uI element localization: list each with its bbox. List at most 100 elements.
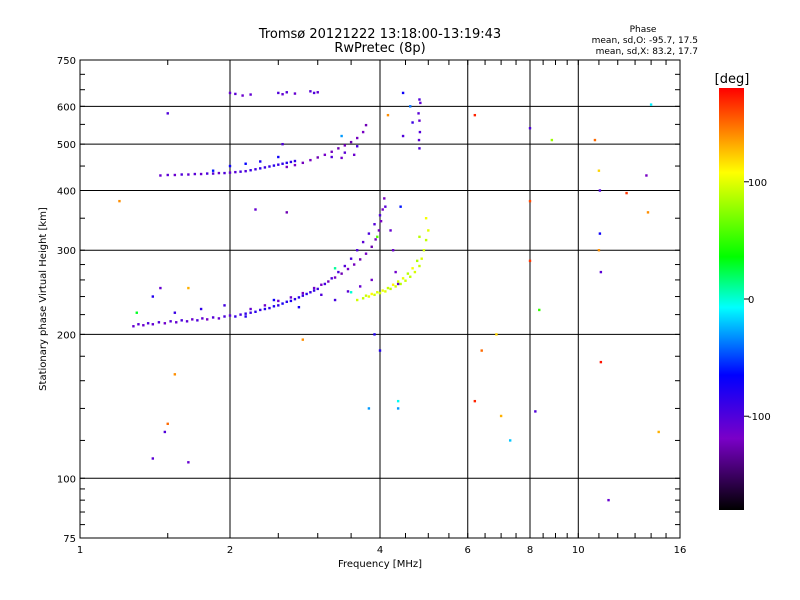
- data-point: [361, 297, 365, 300]
- data-point: [277, 91, 280, 95]
- y-tick-label: 600: [57, 102, 76, 113]
- data-point: [418, 235, 421, 239]
- data-point: [391, 249, 395, 252]
- data-point: [534, 410, 537, 413]
- data-point: [337, 147, 340, 150]
- data-point: [185, 320, 189, 323]
- data-point: [239, 170, 242, 173]
- data-point: [384, 290, 387, 293]
- data-point: [285, 161, 288, 165]
- data-point: [241, 94, 244, 97]
- data-point: [418, 147, 421, 150]
- data-point: [343, 144, 347, 147]
- data-point: [418, 130, 422, 134]
- data-point: [173, 311, 177, 314]
- data-point: [598, 189, 602, 192]
- data-point: [528, 199, 532, 203]
- data-point: [301, 161, 305, 165]
- chart-title: Tromsø 20121222 13:18:00-13:19:43: [258, 27, 501, 42]
- data-point: [409, 105, 412, 108]
- data-point: [330, 277, 333, 280]
- data-point: [418, 119, 421, 122]
- data-point: [333, 298, 337, 302]
- data-point: [340, 156, 343, 160]
- data-point: [399, 205, 402, 208]
- data-point: [349, 291, 353, 294]
- colorbar-tick-label: -100: [748, 412, 771, 423]
- data-point: [239, 313, 242, 316]
- data-point: [157, 321, 161, 324]
- data-point: [263, 166, 267, 169]
- y-tick-label: 300: [57, 246, 76, 257]
- data-point: [597, 249, 601, 252]
- data-point: [355, 249, 359, 252]
- data-point: [373, 333, 376, 336]
- data-point: [312, 289, 316, 292]
- data-point: [187, 286, 190, 290]
- data-point: [378, 349, 382, 352]
- data-point: [234, 315, 237, 318]
- data-point: [173, 373, 177, 376]
- data-point: [401, 277, 405, 280]
- data-point: [293, 159, 297, 163]
- data-points: [118, 90, 660, 502]
- data-point: [175, 321, 178, 324]
- data-point: [312, 91, 316, 95]
- data-point: [327, 280, 330, 283]
- data-point: [508, 439, 512, 442]
- data-point: [370, 278, 373, 282]
- data-point: [180, 173, 183, 176]
- data-point: [316, 91, 319, 94]
- data-point: [301, 291, 305, 295]
- data-point: [277, 155, 280, 159]
- data-point: [340, 272, 343, 275]
- data-point: [358, 285, 362, 288]
- data-point: [377, 229, 381, 232]
- data-point: [330, 150, 333, 153]
- data-point: [597, 169, 601, 172]
- y-tick-label: 200: [57, 330, 76, 341]
- data-point: [244, 169, 247, 173]
- data-point: [191, 318, 194, 321]
- data-point: [217, 171, 221, 175]
- data-point: [249, 169, 252, 172]
- data-point: [316, 287, 319, 291]
- data-point: [422, 249, 426, 252]
- data-point: [415, 259, 419, 263]
- data-point: [272, 164, 276, 167]
- data-point: [389, 229, 392, 232]
- data-point: [293, 92, 297, 95]
- data-point: [376, 235, 379, 239]
- colorbar-tick-label: 100: [748, 178, 767, 189]
- data-point: [337, 270, 340, 274]
- data-point: [234, 170, 237, 174]
- data-point: [340, 134, 343, 138]
- x-axis-label: Frequency [MHz]: [338, 559, 422, 570]
- data-point: [277, 299, 280, 303]
- data-point: [373, 223, 376, 226]
- data-point: [361, 130, 365, 134]
- data-point: [254, 208, 257, 211]
- data-point: [169, 320, 172, 323]
- data-point: [312, 286, 316, 290]
- data-point: [159, 174, 162, 177]
- data-point: [244, 312, 247, 315]
- data-point: [370, 292, 373, 296]
- data-point: [323, 282, 327, 286]
- data-point: [355, 298, 359, 302]
- data-point: [419, 101, 422, 105]
- y-tick-label: 100: [57, 474, 76, 485]
- data-point: [333, 276, 337, 279]
- data-point: [289, 299, 293, 303]
- data-point: [263, 307, 267, 311]
- data-point: [259, 160, 262, 163]
- data-point: [201, 317, 204, 320]
- data-point: [404, 279, 407, 282]
- data-point: [309, 158, 312, 162]
- data-point: [297, 296, 301, 299]
- data-point: [199, 172, 203, 176]
- data-point: [367, 407, 371, 410]
- data-point: [151, 457, 155, 460]
- data-point: [343, 151, 347, 154]
